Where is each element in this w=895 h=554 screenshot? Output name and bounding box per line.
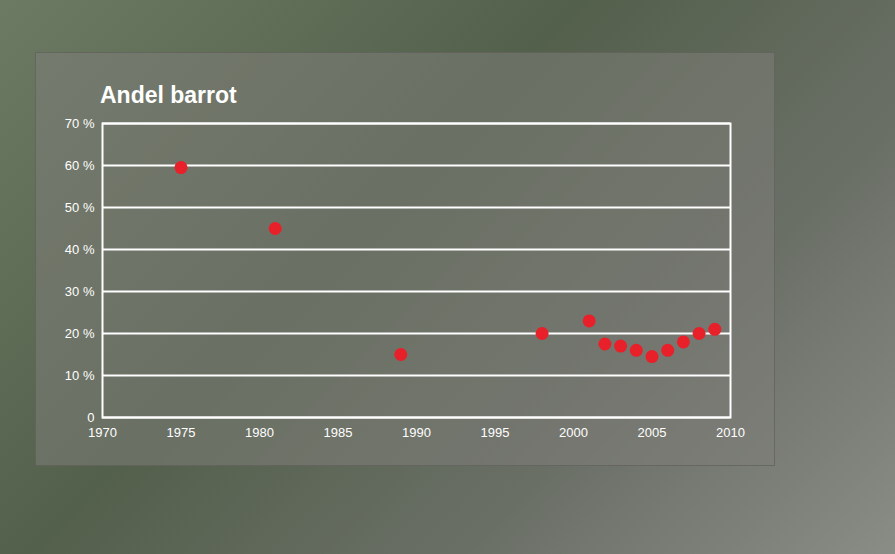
svg-text:1970: 1970 bbox=[88, 425, 117, 440]
svg-text:50 %: 50 % bbox=[65, 200, 95, 215]
svg-text:1990: 1990 bbox=[402, 425, 431, 440]
svg-text:1980: 1980 bbox=[245, 425, 274, 440]
svg-text:2000: 2000 bbox=[559, 425, 588, 440]
html-text:Andel barrot: Andel barrot bbox=[100, 82, 237, 108]
svg-text:20 %: 20 % bbox=[65, 326, 95, 341]
svg-text:1995: 1995 bbox=[481, 425, 510, 440]
svg-text:40 %: 40 % bbox=[65, 242, 95, 257]
svg-text:70 %: 70 % bbox=[65, 116, 95, 131]
svg-text:30 %: 30 % bbox=[65, 284, 95, 299]
svg-text:10 %: 10 % bbox=[65, 368, 95, 383]
svg-text:2010: 2010 bbox=[716, 425, 745, 440]
svg-text:0: 0 bbox=[87, 410, 94, 425]
svg-text:1985: 1985 bbox=[324, 425, 353, 440]
svg-text:60 %: 60 % bbox=[65, 158, 95, 173]
svg-text:1975: 1975 bbox=[167, 425, 196, 440]
svg-text:2005: 2005 bbox=[638, 425, 667, 440]
